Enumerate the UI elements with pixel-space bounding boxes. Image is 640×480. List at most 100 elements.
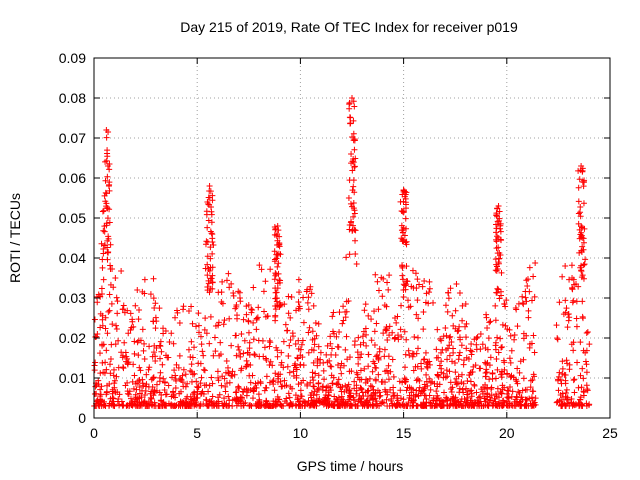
y-tick-label: 0.01 (59, 370, 86, 386)
data-point (579, 272, 586, 279)
data-point (119, 354, 126, 361)
data-point (337, 384, 344, 391)
data-point (422, 299, 429, 306)
data-point (193, 395, 200, 402)
data-point (579, 401, 586, 408)
data-point (465, 355, 472, 362)
data-point (114, 298, 121, 305)
data-point (576, 249, 583, 256)
data-point (180, 366, 187, 373)
data-point (206, 188, 213, 195)
data-point (466, 372, 473, 379)
data-point (563, 386, 570, 393)
data-point (171, 402, 178, 409)
data-point (121, 339, 128, 346)
data-point (402, 199, 409, 206)
data-point (459, 386, 466, 393)
data-point (421, 402, 428, 409)
data-point (246, 402, 253, 409)
data-point (113, 294, 120, 301)
data-point (346, 251, 353, 258)
data-point (233, 352, 240, 359)
data-point (272, 313, 279, 320)
data-point (220, 321, 227, 328)
data-point (147, 291, 154, 298)
data-point (130, 361, 137, 368)
data-point (271, 401, 278, 408)
data-point (287, 336, 294, 343)
data-point (206, 194, 213, 201)
data-point (338, 393, 345, 400)
data-point (483, 366, 490, 373)
data-point (362, 301, 369, 308)
data-point (107, 370, 114, 377)
data-point (446, 352, 453, 359)
data-point (565, 311, 572, 318)
data-point (502, 303, 509, 310)
data-point (399, 264, 406, 271)
data-point (99, 322, 106, 329)
data-point (104, 256, 111, 263)
data-point (193, 383, 200, 390)
data-point (454, 328, 461, 335)
data-point (102, 314, 109, 321)
data-point (482, 359, 489, 366)
data-point (414, 345, 421, 352)
data-point (389, 402, 396, 409)
data-point (441, 389, 448, 396)
data-point (497, 335, 504, 342)
data-point (412, 363, 419, 370)
data-point (493, 221, 500, 228)
data-point (209, 279, 216, 286)
data-point (284, 363, 291, 370)
data-point (418, 365, 425, 372)
data-point (420, 326, 427, 333)
data-point (362, 379, 369, 386)
data-point (237, 397, 244, 404)
data-point (351, 163, 358, 170)
data-point (365, 393, 372, 400)
data-point (353, 260, 360, 267)
data-point (459, 317, 466, 324)
data-point (141, 276, 148, 283)
data-point (106, 307, 113, 314)
data-point (184, 380, 191, 387)
data-point (562, 371, 569, 378)
data-point (138, 394, 145, 401)
data-point (225, 393, 232, 400)
data-point (207, 313, 214, 320)
data-point (168, 374, 175, 381)
data-point (351, 103, 358, 110)
data-point (188, 338, 195, 345)
data-point (277, 302, 284, 309)
data-point (583, 329, 590, 336)
data-point (273, 298, 280, 305)
data-point (353, 382, 360, 389)
data-point (369, 368, 376, 375)
data-point (399, 238, 406, 245)
data-point (496, 208, 503, 215)
data-point (266, 343, 273, 350)
data-point (104, 153, 111, 160)
data-point (196, 329, 203, 336)
data-point (195, 310, 202, 317)
data-point (443, 332, 450, 339)
data-point (335, 376, 342, 383)
data-point (336, 309, 343, 316)
data-point (311, 388, 318, 395)
data-point (380, 275, 387, 282)
data-point (493, 355, 500, 362)
data-point (93, 382, 100, 389)
data-point (134, 402, 141, 409)
data-point (520, 335, 527, 342)
data-point (294, 354, 301, 361)
data-point (406, 352, 413, 359)
data-point (399, 208, 406, 215)
data-point (149, 353, 156, 360)
data-point (193, 323, 200, 330)
data-point (234, 315, 241, 322)
data-point (580, 375, 587, 382)
data-point (557, 376, 564, 383)
data-point (494, 402, 501, 409)
data-point (286, 401, 293, 408)
